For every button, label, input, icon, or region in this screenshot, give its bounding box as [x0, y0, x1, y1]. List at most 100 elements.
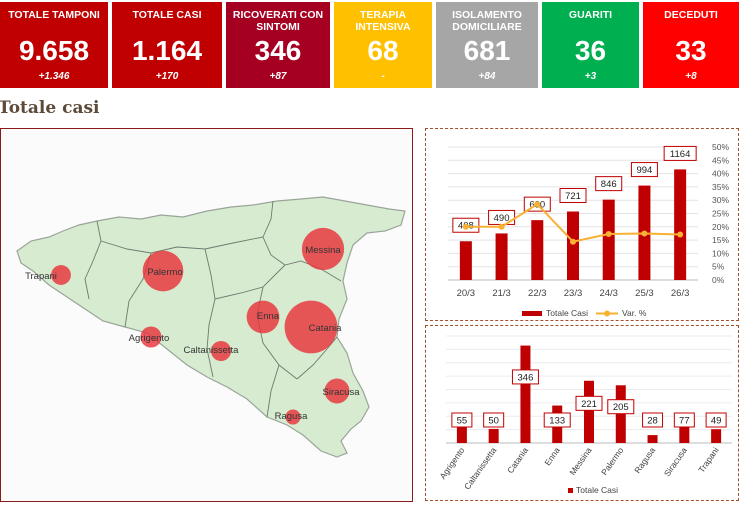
city-label: Trapani	[25, 271, 57, 282]
y2-tick-label: 15%	[712, 235, 729, 245]
legend-swatch-bars	[568, 488, 573, 493]
city-label: Enna	[257, 311, 280, 322]
legend-swatch-bars	[522, 311, 542, 316]
kpi-guariti: GUARITI 36 +3	[542, 2, 639, 88]
y2-tick-label: 35%	[712, 182, 729, 192]
bubble-layer	[51, 227, 350, 425]
data-label: 28	[647, 416, 658, 427]
province-chart-panel: 55 Agrigento 50 Caltanissetta 346 Catania 133 E…	[425, 325, 739, 501]
kpi-value: 681	[463, 35, 511, 66]
data-label: 49	[711, 416, 722, 427]
kpi-deceduti: DECEDUTI 33 +8	[643, 2, 739, 88]
data-label: 205	[613, 402, 629, 413]
data-label-box	[705, 412, 727, 428]
data-label-box	[663, 145, 697, 161]
data-label: 346	[518, 372, 534, 383]
city-bubble	[285, 409, 301, 425]
legend-marker	[604, 310, 610, 317]
x-tick-label: 20/3	[457, 288, 476, 299]
data-label-box	[575, 395, 603, 411]
kpi-delta: +1.346	[38, 71, 70, 82]
y2-tick-label: 45%	[712, 155, 729, 165]
bar	[679, 421, 690, 443]
bar	[488, 428, 499, 443]
kpi-value: 9.658	[18, 35, 90, 66]
kpi-terapia-intensiva: TERAPIA INTENSIVA 68 -	[334, 2, 432, 88]
data-label-box	[451, 412, 473, 428]
x-tick-label: Trapani	[696, 445, 721, 474]
x-tick-label: Palermo	[599, 445, 626, 477]
city-label-layer: Trapani Palermo Messina Agrigento Enna Catani…	[25, 245, 360, 422]
data-label-box	[673, 412, 695, 428]
kpi-value: 1.164	[131, 35, 203, 66]
bar	[531, 220, 544, 280]
data-label-box	[559, 188, 587, 204]
bar	[674, 169, 687, 280]
legend-label: Totale Casi	[576, 485, 618, 495]
y2-tick-label: 5%	[712, 262, 725, 272]
kpi-value: 36	[574, 35, 607, 66]
line-point	[605, 230, 612, 237]
x-tick-label: 24/3	[599, 288, 618, 299]
city-bubble	[140, 326, 162, 348]
data-label: 490	[494, 213, 510, 224]
kpi-label: TOTALE CASI	[132, 9, 202, 21]
data-label-box	[607, 399, 635, 415]
trend-chart-panel: 0%5%10%15%20%25%30%35%40%45%50%40820/349…	[425, 128, 739, 321]
x-tick-label: 23/3	[564, 288, 583, 299]
bar	[495, 233, 508, 280]
data-label: 50	[488, 416, 499, 427]
kpi-totale-tamponi: TOTALE TAMPONI 9.658 +1.346	[0, 2, 108, 88]
y2-tick-label: 10%	[712, 248, 729, 258]
data-label: 721	[565, 191, 581, 202]
city-label: Agrigento	[129, 333, 170, 344]
x-tick-label: 22/3	[528, 288, 547, 299]
kpi-delta: +87	[269, 71, 287, 82]
city-label: Caltanissetta	[184, 345, 240, 356]
city-bubble	[324, 378, 350, 404]
kpi-label: DECEDUTI	[664, 9, 718, 21]
city-label: Palermo	[147, 267, 182, 278]
city-bubble	[246, 300, 280, 334]
bar	[456, 427, 467, 443]
kpi-label: TOTALE TAMPONI	[8, 9, 100, 21]
data-label-box	[595, 176, 623, 192]
y2-tick-label: 40%	[712, 169, 729, 179]
y2-tick-label: 25%	[712, 209, 729, 219]
line-point	[498, 223, 505, 230]
sicily-island-shape	[16, 196, 406, 458]
line-point	[677, 231, 684, 238]
data-label-box	[543, 412, 571, 428]
city-label: Siracusa	[323, 387, 361, 398]
line-point	[570, 238, 576, 245]
data-label: 846	[601, 179, 617, 190]
line-point	[462, 223, 469, 230]
data-label: 1164	[670, 149, 690, 160]
kpi-delta: +170	[155, 71, 179, 82]
kpi-value: 68	[367, 35, 399, 66]
data-label-box	[483, 412, 505, 428]
city-bubble	[142, 250, 184, 292]
x-tick-label: 26/3	[671, 288, 690, 299]
y2-tick-label: 20%	[712, 222, 729, 232]
bar	[647, 435, 658, 443]
x-tick-label: Messina	[567, 445, 594, 477]
bar	[711, 429, 722, 443]
line-point	[641, 230, 648, 237]
kpi-label: RICOVERATI CON SINTOMI	[232, 9, 324, 33]
data-label-box	[642, 412, 664, 428]
kpi-label: TERAPIA INTENSIVA	[355, 9, 411, 33]
city-bubble	[210, 340, 232, 362]
kpi-label: ISOLAMENTO DOMICILIARE	[452, 9, 522, 33]
city-label: Catania	[309, 323, 342, 334]
kpi-value: 346	[254, 35, 302, 66]
x-tick-label: Enna	[542, 445, 562, 467]
kpi-delta: +3	[584, 71, 597, 82]
data-label: 133	[549, 416, 565, 427]
data-label: 77	[679, 416, 690, 427]
bar	[459, 241, 472, 280]
x-tick-label: Agrigento	[437, 445, 466, 481]
bar	[567, 211, 579, 280]
bar	[520, 345, 531, 443]
kpi-isolamento: ISOLAMENTO DOMICILIARE 681 +84	[436, 2, 538, 88]
